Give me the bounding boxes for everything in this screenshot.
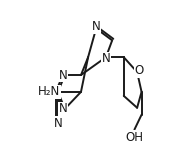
Text: N: N	[59, 102, 68, 115]
Text: OH: OH	[125, 131, 143, 144]
Text: N: N	[53, 117, 62, 130]
Text: N: N	[59, 68, 68, 82]
Text: N: N	[102, 52, 110, 65]
Text: N: N	[92, 20, 101, 33]
Text: H₂N: H₂N	[38, 85, 61, 98]
Text: O: O	[134, 64, 144, 77]
